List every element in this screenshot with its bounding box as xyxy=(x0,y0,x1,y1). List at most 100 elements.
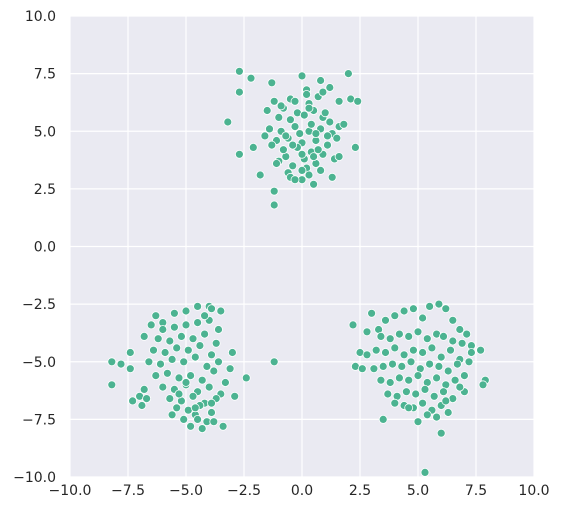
scatter-point xyxy=(390,311,400,321)
scatter-point xyxy=(390,398,400,408)
scatter-point xyxy=(176,331,186,341)
scatter-point xyxy=(290,96,300,106)
x-tick-label: −2.5 xyxy=(227,483,261,499)
y-tick-label: 2.5 xyxy=(34,182,56,198)
scatter-point xyxy=(214,357,223,367)
scatter-point xyxy=(304,103,314,113)
scatter-point xyxy=(422,334,432,344)
x-axis-ticks: −10.0 −7.5 −5.0 −2.5 0.0 2.5 5.0 7.5 10.0 xyxy=(49,483,550,499)
scatter-point xyxy=(434,361,444,371)
scatter-point xyxy=(139,331,149,341)
x-tick-label: 2.5 xyxy=(349,483,371,499)
scatter-point xyxy=(452,359,462,369)
scatter-point xyxy=(260,131,270,141)
scatter-point xyxy=(207,304,216,314)
scatter-point xyxy=(432,412,442,422)
scatter-point xyxy=(334,96,344,106)
scatter-point xyxy=(448,336,458,346)
scatter-point xyxy=(172,403,182,413)
scatter-point xyxy=(406,357,416,367)
y-tick-label: −2.5 xyxy=(22,297,56,313)
scatter-point xyxy=(362,327,372,337)
scatter-point xyxy=(167,410,177,420)
scatter-point xyxy=(255,170,265,180)
scatter-point xyxy=(116,359,126,369)
scatter-point xyxy=(404,331,414,341)
scatter-point xyxy=(269,96,279,106)
scatter-point xyxy=(408,304,418,314)
scatter-point xyxy=(149,345,158,355)
scatter-point xyxy=(357,364,367,374)
scatter-point xyxy=(311,129,321,139)
scatter-point xyxy=(343,69,353,78)
scatter-point xyxy=(297,149,307,159)
scatter-point xyxy=(137,401,147,410)
y-tick-label: 5.0 xyxy=(34,124,56,140)
y-tick-label: −7.5 xyxy=(22,412,56,428)
scatter-point xyxy=(376,331,386,341)
scatter-point xyxy=(195,341,205,351)
scatter-point xyxy=(151,311,161,321)
scatter-point xyxy=(376,375,386,385)
scatter-point xyxy=(269,186,279,196)
scatter-point xyxy=(128,396,138,406)
scatter-point xyxy=(325,117,335,127)
scatter-point xyxy=(167,354,177,364)
scatter-point xyxy=(202,361,212,371)
scatter-point xyxy=(332,133,342,143)
scatter-point xyxy=(441,304,451,314)
scatter-point xyxy=(246,73,256,83)
scatter-point xyxy=(278,145,288,155)
scatter-point xyxy=(429,391,439,401)
scatter-point xyxy=(281,131,291,141)
scatter-point xyxy=(207,350,216,360)
scatter-point xyxy=(204,382,214,392)
scatter-point xyxy=(425,301,435,311)
scatter-point xyxy=(339,119,349,129)
scatter-point xyxy=(241,373,251,383)
scatter-point xyxy=(193,301,203,311)
scatter-point xyxy=(306,119,316,129)
scatter-point xyxy=(309,179,319,189)
scatter-point xyxy=(142,394,152,404)
scatter-point xyxy=(450,375,460,385)
scatter-point xyxy=(297,165,307,175)
scatter-point xyxy=(276,101,286,111)
scatter-point xyxy=(378,414,388,424)
scatter-point xyxy=(323,131,332,141)
scatter-point xyxy=(325,83,335,92)
scatter-point xyxy=(190,403,200,413)
scatter-point xyxy=(362,350,372,360)
scatter-point xyxy=(383,389,393,399)
scatter-point xyxy=(274,113,284,122)
scatter-point xyxy=(186,371,196,381)
scatter-point xyxy=(267,78,277,88)
scatter-point xyxy=(269,357,279,367)
y-axis-ticks: −10.0 −7.5 −5.0 −2.5 0.0 2.5 5.0 7.5 10.0 xyxy=(13,9,56,486)
scatter-point xyxy=(186,421,196,431)
scatter-point xyxy=(107,357,117,367)
scatter-point xyxy=(369,364,379,374)
scatter-point xyxy=(397,361,407,371)
scatter-point xyxy=(160,348,170,357)
scatter-point xyxy=(288,140,298,150)
scatter-point xyxy=(399,306,409,316)
scatter-point xyxy=(234,149,244,159)
scatter-point xyxy=(425,359,435,369)
scatter-point xyxy=(439,331,448,341)
scatter-point xyxy=(156,359,165,369)
scatter-point xyxy=(443,366,453,376)
scatter-point xyxy=(165,336,175,346)
scatter-point xyxy=(323,140,332,150)
x-tick-label: 5.0 xyxy=(407,483,429,499)
scatter-point xyxy=(418,313,428,323)
x-tick-label: 0.0 xyxy=(291,483,313,499)
x-tick-label: −10.0 xyxy=(49,483,92,499)
scatter-point xyxy=(457,338,467,348)
scatter-point xyxy=(218,421,228,431)
scatter-point xyxy=(318,87,328,97)
scatter-point xyxy=(190,352,200,362)
scatter-point xyxy=(348,320,358,330)
scatter-point xyxy=(188,391,198,401)
